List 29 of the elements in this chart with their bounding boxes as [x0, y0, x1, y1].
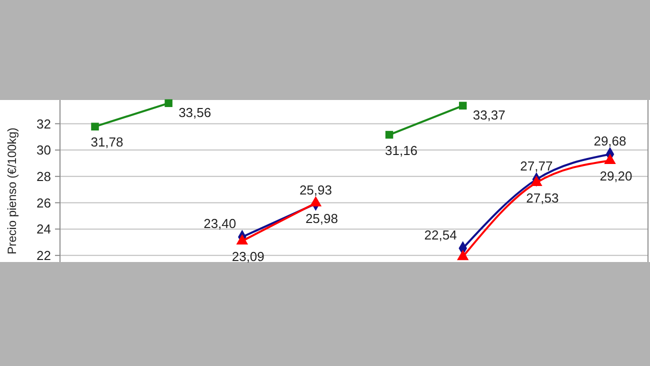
data-label: 33,37 [472, 108, 506, 123]
y-tick-label: 30 [36, 142, 51, 158]
data-label: 27,77 [520, 158, 553, 174]
data-label: 27,53 [526, 190, 559, 206]
point [164, 99, 172, 108]
point [456, 250, 469, 260]
data-label: 29,20 [600, 168, 632, 184]
point [236, 234, 248, 244]
point [530, 176, 542, 186]
point [385, 130, 394, 139]
y-tick-label: 28 [36, 168, 51, 184]
data-label: 22,54 [424, 227, 457, 242]
point [604, 154, 616, 164]
point [91, 122, 99, 130]
y-tick-label: 32 [36, 116, 51, 132]
data-label: 25,98 [305, 210, 338, 226]
point [310, 196, 322, 206]
data-label: 33,56 [178, 105, 212, 120]
data-label: 25,93 [299, 182, 332, 198]
data-label: 29,68 [594, 133, 626, 148]
y-tick-label: 22 [36, 248, 51, 263]
y-tick-label: 24 [36, 222, 51, 237]
data-label: 31,78 [90, 134, 124, 150]
y-tick-label: 26 [36, 195, 51, 210]
data-label: 31,16 [385, 142, 418, 158]
data-label: 23,09 [232, 249, 264, 264]
y-axis-title: Precio pienso (€/100kg) [5, 128, 19, 254]
data-label: 23,40 [204, 216, 236, 231]
point [458, 102, 467, 110]
